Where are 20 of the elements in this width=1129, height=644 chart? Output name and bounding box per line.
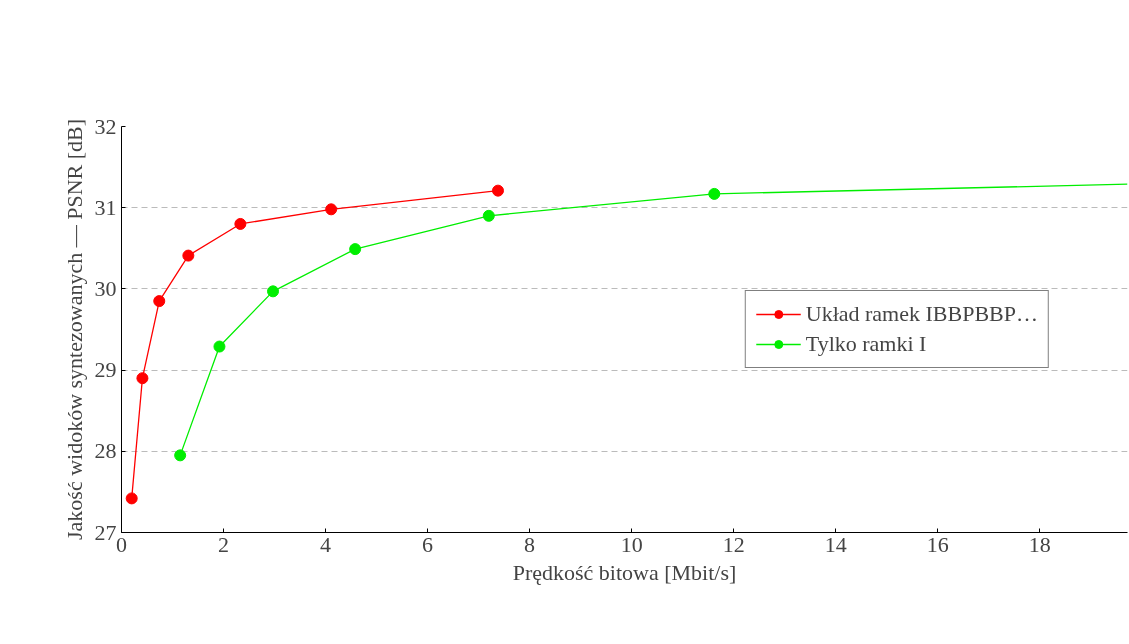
x-tick-label: 4	[320, 531, 332, 557]
y-tick-label: 30	[94, 275, 117, 301]
y-axis-title: Jakość widoków syntezowanych — PSNR [dB]	[61, 118, 87, 541]
x-tick-label: 2	[218, 531, 230, 557]
y-tick-label: 29	[94, 357, 117, 383]
y-tick-label: 28	[94, 438, 117, 464]
legend-label: Układ ramek IBBPBBP…	[805, 301, 1038, 327]
legend-label: Tylko ramki I	[805, 331, 927, 357]
x-tick-label: 18	[1028, 531, 1051, 557]
y-tick-label: 27	[94, 519, 117, 545]
x-tick-label: 6	[422, 531, 434, 557]
x-tick-label: 14	[824, 531, 847, 557]
y-tick-label: 32	[94, 113, 117, 139]
x-tick-label: 16	[926, 531, 949, 557]
x-tick-label: 0	[116, 531, 127, 557]
x-axis-title: Prędkość bitowa [Mbit/s]	[512, 559, 737, 585]
y-tick-label: 31	[94, 194, 117, 220]
x-tick-label: 8	[524, 531, 536, 557]
x-tick-label: 10	[620, 531, 643, 557]
x-tick-label: 12	[722, 531, 745, 557]
